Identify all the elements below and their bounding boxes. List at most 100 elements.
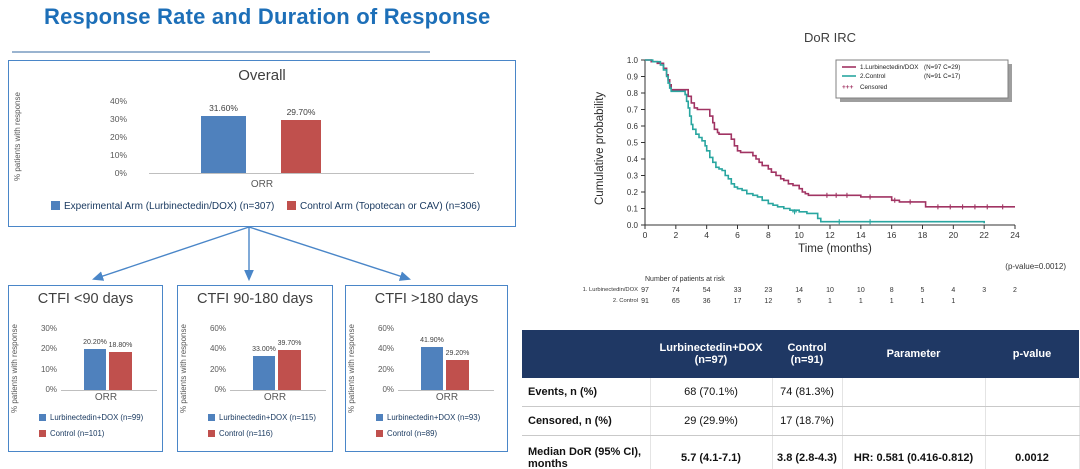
bar-value-label: 29.20% <box>445 350 470 358</box>
legend-swatch <box>39 430 46 437</box>
at-risk-title: Number of patients at risk <box>645 276 725 283</box>
bar-experimental <box>421 347 443 390</box>
header-line1: Control <box>787 342 827 354</box>
overall-chart-panel: Overall % patients with response 40% 30% 2… <box>8 60 516 227</box>
overall-x-axis-label: ORR <box>250 179 274 190</box>
page-title: Response Rate and Duration of Response <box>44 4 491 29</box>
at-risk-value: 4 <box>951 287 956 294</box>
y-tick-label: 10% <box>40 364 57 374</box>
svg-text:0.3: 0.3 <box>627 171 639 180</box>
bar-experimental <box>201 116 246 173</box>
svg-text:0.6: 0.6 <box>627 122 639 131</box>
legend-item: Control (n=116) <box>208 429 273 438</box>
y-tick-label: 0% <box>45 385 57 394</box>
summary-table-row: Events, n (%) 68 (70.1%) 74 (81.3%) <box>522 378 1080 407</box>
ctfi-gt180-x-axis-label: ORR <box>435 392 459 403</box>
bar-value-label: 33.00% <box>252 346 276 354</box>
svg-text:14: 14 <box>856 230 866 240</box>
bar-value-label: 41.90% <box>420 337 444 345</box>
legend-swatch <box>51 201 60 210</box>
at-risk-value: 1 <box>951 298 956 305</box>
km-y-axis-label: Cumulative probability <box>594 91 606 205</box>
summary-table-row: Median DoR (95% CI), months 5.7 (4.1-7.1)… <box>522 435 1080 469</box>
at-risk-value: 1 <box>858 298 863 305</box>
legend-item: Control Arm (Topotecan or CAV) (n=306) <box>287 201 480 212</box>
svg-text:Censored: Censored <box>860 84 888 91</box>
km-plot: 1.00.90.80.70.60.50.40.30.20.10.00 2 4 6 8 10… <box>627 56 1020 240</box>
at-risk-value: 5 <box>920 287 925 294</box>
y-tick-label: 30% <box>40 324 57 333</box>
svg-text:0.8: 0.8 <box>627 89 639 98</box>
y-tick-label: 40% <box>209 344 226 354</box>
svg-text:0.5: 0.5 <box>627 138 639 147</box>
at-risk-value: 36 <box>702 298 711 305</box>
bar-value-label: 18.80% <box>108 341 133 349</box>
svg-text:0.2: 0.2 <box>627 188 639 197</box>
summary-table-cell: 68 (70.1%) <box>650 378 773 407</box>
km-curve <box>645 59 1015 208</box>
ctfi-90-180-y-axis-label: % patients with response <box>179 324 188 413</box>
at-risk-value: 17 <box>733 298 742 305</box>
summary-table-cell: Events, n (%) <box>522 378 651 407</box>
bar-control <box>109 351 132 390</box>
svg-text:18: 18 <box>918 230 928 240</box>
ctfi-gt180-y-axis-label: % patients with response <box>347 324 356 413</box>
x-axis-line <box>398 390 494 391</box>
summary-table-header: Lurbinectedin+DOX (n=97) Control (n=91) Para… <box>522 330 1079 378</box>
summary-table-cell: 74 (81.3%) <box>772 378 843 407</box>
x-axis-line <box>230 390 326 391</box>
bar-value-label: 20.20% <box>83 338 107 346</box>
legend-label: Control (n=101) <box>50 429 105 438</box>
at-risk-value: 1 <box>920 298 925 305</box>
svg-text:+++: +++ <box>842 84 854 91</box>
at-risk-value: 54 <box>702 287 711 294</box>
bar-control <box>446 360 469 390</box>
bar-value-label: 31.60% <box>209 103 238 114</box>
at-risk-row-label: 1. Lurbinectedin/DOX <box>582 287 638 293</box>
svg-text:0.7: 0.7 <box>627 105 639 114</box>
x-axis-line <box>61 390 157 391</box>
summary-header-cell <box>522 330 650 378</box>
at-risk-row-label: 2. Control <box>612 298 638 304</box>
at-risk-value: 65 <box>671 298 680 305</box>
svg-text:16: 16 <box>887 230 897 240</box>
bar-control <box>278 349 301 390</box>
legend-label: Lurbinectedin+DOX (n=93) <box>387 413 481 422</box>
summary-table-cell: 0.0012 <box>985 435 1080 469</box>
svg-text:0.4: 0.4 <box>627 155 639 164</box>
summary-header-cell: Lurbinectedin+DOX (n=97) <box>650 330 772 378</box>
legend-label: Experimental Arm (Lurbinectedin/DOX) (n=… <box>64 201 275 212</box>
legend-item: Experimental Arm (Lurbinectedin/DOX) (n=… <box>51 201 274 212</box>
summary-header-cell: Control (n=91) <box>772 330 842 378</box>
at-risk-value: 33 <box>733 287 742 294</box>
summary-table-cell: Censored, n (%) <box>522 406 651 436</box>
y-tick-label: 20% <box>109 132 127 142</box>
legend-swatch <box>287 201 296 210</box>
summary-table-cell: 17 (18.7%) <box>772 406 843 436</box>
at-risk-value: 8 <box>889 287 894 294</box>
svg-text:2.Control: 2.Control <box>860 73 886 80</box>
ctfi-gt180-title: CTFI >180 days <box>374 291 479 307</box>
bar-value-label: 39.70% <box>277 339 302 347</box>
summary-table-cell: 5.7 (4.1-7.1) <box>650 435 773 469</box>
svg-text:4: 4 <box>704 230 709 240</box>
at-risk-value: 14 <box>795 287 804 294</box>
at-risk-value: 74 <box>671 287 680 294</box>
legend-swatch <box>208 430 215 437</box>
overall-chart-title: Overall <box>238 67 286 84</box>
svg-text:(N=97 C=29): (N=97 C=29) <box>924 64 960 71</box>
svg-text:12: 12 <box>825 230 835 240</box>
y-tick-label: 0% <box>382 385 394 394</box>
svg-text:0.0: 0.0 <box>627 221 639 230</box>
at-risk-value: 10 <box>826 287 834 294</box>
legend-item: Lurbinectedin+DOX (n=93) <box>376 413 480 422</box>
y-tick-label: 20% <box>377 364 394 374</box>
at-risk-value: 97 <box>641 287 649 294</box>
header-line2: (n=97) <box>694 354 728 366</box>
legend-label: Lurbinectedin+DOX (n=99) <box>50 413 144 422</box>
y-tick-label: 0% <box>114 168 127 178</box>
at-risk-value: 10 <box>856 287 865 294</box>
km-curve <box>645 59 985 224</box>
ctfi-gt180-panel: CTFI >180 days % patients with response … <box>345 285 508 452</box>
